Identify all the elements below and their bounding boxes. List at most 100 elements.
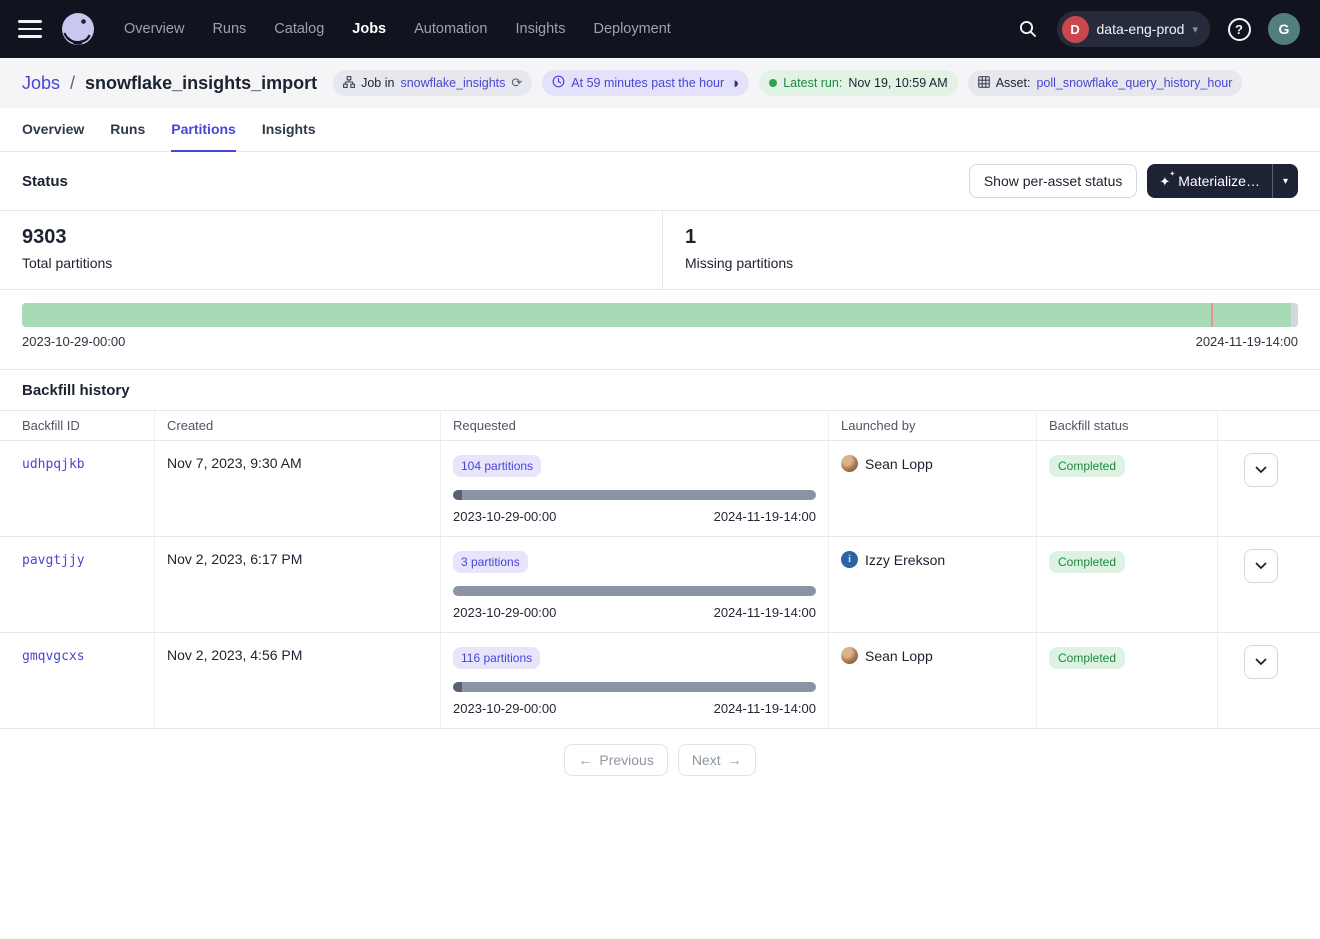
col-created: Created	[155, 411, 441, 440]
status-badge: Completed	[1049, 455, 1126, 477]
status-badge: Completed	[1049, 647, 1126, 669]
nav-item-overview[interactable]: Overview	[124, 21, 185, 37]
breadcrumb-jobs-link[interactable]: Jobs	[22, 72, 61, 93]
tab-partitions[interactable]: Partitions	[171, 108, 236, 152]
col-launched-by: Launched by	[829, 411, 1037, 440]
deployment-badge: D	[1061, 15, 1089, 43]
partition-count-pill: 3 partitions	[453, 551, 528, 573]
row-expand-button[interactable]	[1244, 645, 1278, 679]
job-badge-prefix: Job in	[361, 76, 395, 90]
materialize-split-button: ✦ ✦ Materialize… ▾	[1147, 164, 1298, 198]
col-actions	[1218, 411, 1320, 440]
job-graph-icon	[343, 75, 356, 91]
requested-cell: 3 partitions 2023-10-29-00:00 2024-11-19…	[441, 537, 829, 632]
launched-by-name: Izzy Erekson	[865, 551, 946, 568]
backfill-id-link[interactable]: pavgtjjy	[22, 553, 85, 568]
created-cell: Nov 7, 2023, 9:30 AM	[155, 441, 441, 536]
unmaterialized-tip	[1290, 303, 1298, 327]
page-title: snowflake_insights_import	[85, 72, 318, 93]
show-per-asset-status-button[interactable]: Show per-asset status	[968, 164, 1138, 198]
status-section-header: Status Show per-asset status ✦ ✦ Material…	[0, 152, 1320, 211]
dagster-logo[interactable]	[58, 9, 98, 49]
schedule-toggle[interactable]: ◑	[730, 74, 740, 92]
search-icon[interactable]	[1013, 14, 1043, 44]
backfill-history-heading: Backfill history	[22, 382, 130, 399]
tab-runs[interactable]: Runs	[110, 121, 146, 137]
missing-partitions-value: 1	[685, 226, 697, 248]
backfill-range-bar	[453, 682, 816, 692]
run-status-dot	[769, 79, 778, 87]
materialize-label: Materialize…	[1178, 173, 1260, 189]
nav-item-jobs[interactable]: Jobs	[352, 21, 387, 37]
schedule-badge: At 59 minutes past the hour ◑	[542, 70, 750, 96]
user-avatar[interactable]: G	[1268, 13, 1300, 45]
missing-partitions-stat: 1 Missing partitions	[663, 211, 815, 289]
avatar	[841, 455, 858, 472]
materialize-button[interactable]: ✦ ✦ Materialize…	[1147, 164, 1272, 198]
breadcrumb-separator: /	[70, 72, 76, 93]
materialize-dropdown-button[interactable]: ▾	[1271, 164, 1298, 198]
partition-health-section: 2023-10-29-00:00 2024-11-19-14:00	[0, 290, 1320, 349]
partition-count-pill: 116 partitions	[453, 647, 541, 669]
asset-link[interactable]: poll_snowflake_query_history_hour	[1036, 76, 1233, 90]
partition-count-pill: 104 partitions	[453, 455, 542, 477]
nav-item-deployment[interactable]: Deployment	[593, 21, 671, 37]
next-label: Next	[691, 752, 721, 768]
backfill-id-link[interactable]: udhpqjkb	[22, 457, 85, 472]
clock-icon	[552, 75, 565, 91]
col-backfill-id: Backfill ID	[0, 411, 155, 440]
range-end: 2024-11-19-14:00	[713, 701, 816, 716]
nav-item-automation[interactable]: Automation	[414, 21, 488, 37]
total-partitions-label: Total partitions	[22, 255, 113, 271]
hamburger-menu-icon[interactable]	[18, 20, 42, 38]
partition-health-bar[interactable]	[22, 303, 1298, 327]
status-heading: Status	[22, 172, 68, 190]
range-end: 2024-11-19-14:00	[713, 509, 816, 524]
requested-cell: 104 partitions 2023-10-29-00:00 2024-11-…	[441, 441, 829, 536]
nav-item-insights[interactable]: Insights	[515, 21, 566, 37]
chevron-down-icon: ▾	[1192, 23, 1198, 36]
partition-range-end: 2024-11-19-14:00	[1195, 334, 1298, 349]
chevron-down-icon	[1255, 658, 1267, 665]
table-row: gmqvgcxs Nov 2, 2023, 4:56 PM 116 partit…	[0, 633, 1320, 729]
primary-nav: Overview Runs Catalog Jobs Automation In…	[124, 21, 671, 37]
asset-badge-label: Asset:	[995, 76, 1031, 90]
previous-page-button[interactable]: ← Previous	[564, 744, 668, 776]
next-page-button[interactable]: Next →	[677, 744, 756, 776]
nav-item-catalog[interactable]: Catalog	[274, 21, 325, 37]
caret-down-icon: ▾	[1282, 175, 1288, 187]
pagination: ← Previous Next →	[0, 744, 1320, 776]
row-expand-button[interactable]	[1244, 453, 1278, 487]
nav-item-runs[interactable]: Runs	[212, 21, 247, 37]
help-icon[interactable]: ?	[1224, 14, 1254, 44]
previous-label: Previous	[599, 752, 654, 768]
schedule-label: At 59 minutes past the hour	[571, 76, 725, 90]
range-end: 2024-11-19-14:00	[713, 605, 816, 620]
partition-range-start: 2023-10-29-00:00	[22, 334, 126, 349]
job-tabs: Overview Runs Partitions Insights	[0, 108, 1320, 152]
partition-stats: 9303 Total partitions 1 Missing partitio…	[0, 211, 1320, 290]
row-expand-button[interactable]	[1244, 549, 1278, 583]
launched-by-name: Sean Lopp	[865, 647, 933, 664]
tab-overview[interactable]: Overview	[22, 121, 85, 137]
deployment-switcher[interactable]: D data-eng-prod ▾	[1056, 11, 1210, 47]
backfill-range-bar	[453, 586, 816, 596]
chevron-down-icon	[1255, 562, 1267, 569]
top-navigation-bar: Overview Runs Catalog Jobs Automation In…	[0, 0, 1320, 58]
col-requested: Requested	[441, 411, 829, 440]
backfill-table-header: Backfill ID Created Requested Launched b…	[0, 410, 1320, 441]
job-repo-link[interactable]: snowflake_insights	[400, 76, 506, 90]
chevron-down-icon	[1255, 466, 1267, 473]
missing-partition-marker	[1211, 303, 1214, 327]
range-start: 2023-10-29-00:00	[453, 605, 557, 620]
deployment-name: data-eng-prod	[1096, 21, 1185, 37]
latest-run-time[interactable]: Nov 19, 10:59 AM	[848, 76, 948, 90]
asset-badge: Asset: poll_snowflake_query_history_hour	[967, 70, 1243, 96]
tab-insights[interactable]: Insights	[261, 121, 316, 137]
backfill-id-link[interactable]: gmqvgcxs	[22, 649, 85, 664]
reload-icon[interactable]: ⟳	[511, 75, 523, 90]
latest-run-label: Latest run:	[783, 76, 843, 90]
total-partitions-stat: 9303 Total partitions	[0, 211, 663, 289]
nav-right-controls: D data-eng-prod ▾ ? G	[1013, 11, 1300, 47]
backfill-range-bar	[453, 490, 816, 500]
